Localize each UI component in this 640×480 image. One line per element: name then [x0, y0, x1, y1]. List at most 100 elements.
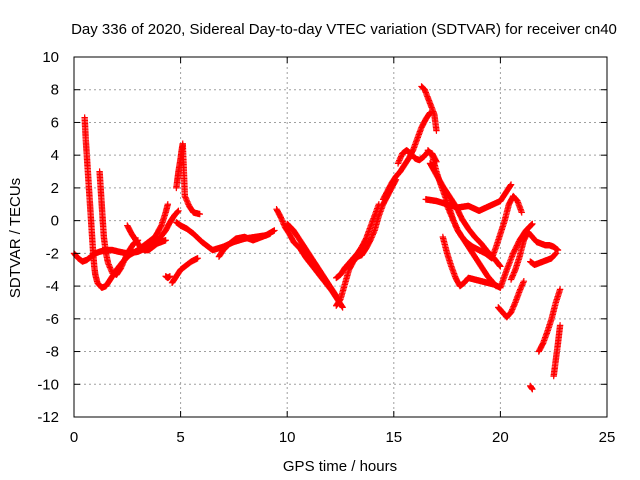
- data-point: [119, 260, 126, 268]
- series-arc-26: [550, 322, 564, 380]
- y-tick-label: -4: [46, 278, 59, 295]
- data-point: [452, 221, 459, 229]
- data-point: [449, 216, 457, 223]
- data-point: [556, 322, 564, 329]
- data-point: [507, 181, 515, 188]
- data-point: [451, 220, 458, 227]
- data-point: [278, 215, 285, 222]
- series-arc-3: [96, 168, 142, 278]
- data-point: [519, 280, 526, 288]
- data-point: [446, 207, 453, 215]
- data-point: [452, 223, 460, 230]
- data-point: [448, 213, 455, 220]
- series-arc-21: [439, 220, 536, 291]
- data-point: [181, 192, 189, 200]
- data-points: [70, 83, 564, 393]
- data-point: [162, 237, 169, 244]
- data-point: [174, 208, 182, 215]
- data-point: [516, 287, 523, 295]
- data-point: [375, 201, 383, 208]
- data-point: [443, 202, 450, 209]
- data-point: [277, 214, 285, 221]
- series-arc-25: [535, 286, 564, 355]
- data-point: [509, 306, 516, 313]
- data-point: [509, 304, 517, 312]
- data-point: [453, 224, 460, 231]
- y-tick-label: -2: [46, 245, 59, 262]
- x-tick-label: 15: [385, 429, 402, 446]
- data-point: [551, 251, 558, 258]
- data-point: [450, 217, 457, 224]
- x-tick-label: 20: [492, 429, 509, 446]
- data-point: [520, 279, 527, 286]
- grid-lines: [74, 57, 607, 417]
- data-point: [338, 303, 346, 310]
- data-point: [511, 267, 518, 275]
- x-tick-label: 0: [70, 429, 78, 446]
- data-point: [444, 204, 452, 212]
- data-point: [395, 158, 402, 166]
- data-point: [444, 203, 451, 210]
- x-tick-label: 5: [176, 429, 184, 446]
- data-point: [518, 283, 525, 290]
- data-point: [117, 264, 125, 272]
- data-point: [394, 160, 402, 167]
- x-axis-label: GPS time / hours: [283, 458, 397, 475]
- series-arc-20: [441, 192, 525, 262]
- data-point: [174, 209, 181, 216]
- data-point: [529, 220, 536, 228]
- x-tick-label: 25: [599, 429, 616, 446]
- data-point: [529, 385, 536, 393]
- data-point: [184, 198, 191, 205]
- data-point: [517, 284, 525, 292]
- data-point: [518, 209, 525, 216]
- data-point: [552, 250, 559, 258]
- data-point: [182, 194, 189, 201]
- data-point: [509, 273, 516, 280]
- data-point: [511, 300, 518, 308]
- data-point: [433, 127, 440, 134]
- y-tick-label: -8: [46, 344, 59, 361]
- chart-title: Day 336 of 2020, Sidereal Day-to-day VTE…: [71, 21, 617, 38]
- series-arc-7: [173, 140, 203, 218]
- data-point: [194, 255, 201, 262]
- data-point: [278, 216, 286, 224]
- data-point: [271, 227, 278, 234]
- data-point: [166, 273, 174, 280]
- data-point: [520, 277, 528, 285]
- data-point: [332, 291, 339, 299]
- data-point: [266, 230, 274, 237]
- data-point: [516, 286, 524, 293]
- data-point: [508, 307, 515, 315]
- data-point: [105, 261, 112, 268]
- data-point: [442, 199, 449, 206]
- data-point: [120, 259, 127, 266]
- y-axis-label: SDTVAR / TECUs: [7, 178, 24, 298]
- series-arc-4: [124, 222, 169, 254]
- data-point: [196, 210, 203, 218]
- data-point: [447, 211, 455, 219]
- data-point: [508, 274, 515, 282]
- data-point: [182, 195, 190, 203]
- data-point: [510, 270, 517, 278]
- data-point: [339, 304, 346, 311]
- data-point: [510, 269, 518, 276]
- series-arc-23: [507, 228, 562, 283]
- data-point: [449, 214, 456, 222]
- data-point: [396, 157, 403, 164]
- y-tick-label: 6: [51, 114, 59, 131]
- series-arc-16: [418, 83, 440, 134]
- series-arc-9: [215, 230, 274, 260]
- data-point: [442, 200, 450, 208]
- y-tick-label: -12: [37, 409, 59, 426]
- y-tick-label: 10: [42, 49, 59, 66]
- series-arc-24: [527, 250, 560, 269]
- data-point: [184, 199, 192, 207]
- series-arc-22: [495, 277, 528, 321]
- data-point: [446, 209, 454, 216]
- data-point: [441, 197, 449, 205]
- series-arc-14: [379, 109, 434, 203]
- data-point: [556, 286, 564, 293]
- data-point: [518, 282, 526, 289]
